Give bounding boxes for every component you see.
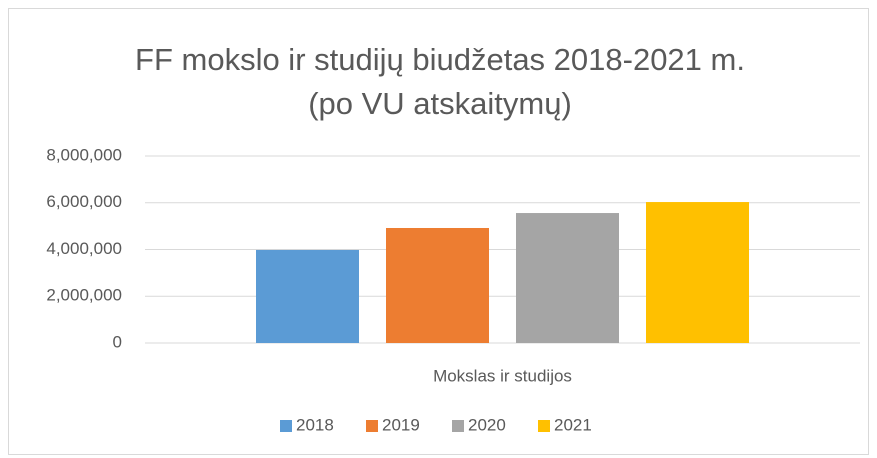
y-tick-label: 8,000,000: [46, 145, 122, 164]
legend-swatch: [538, 420, 550, 432]
legend-label: 2019: [382, 415, 420, 434]
legend-swatch: [366, 420, 378, 432]
legend-label: 2018: [296, 415, 334, 434]
chart-subtitle: (po VU atskaitymų): [308, 86, 572, 121]
bar: [386, 227, 489, 343]
bar: [516, 213, 619, 343]
x-tick-label: Mokslas ir studijos: [433, 366, 572, 385]
bar: [646, 202, 749, 343]
legend-label: 2021: [554, 415, 592, 434]
legend-swatch: [452, 420, 464, 432]
y-tick-label: 2,000,000: [46, 286, 122, 305]
legend-swatch: [280, 420, 292, 432]
y-tick-label: 6,000,000: [46, 192, 122, 211]
y-tick-label: 4,000,000: [46, 239, 122, 258]
chart-title: FF mokslo ir studijų biudžetas 2018-2021…: [135, 42, 745, 77]
bar: [256, 249, 359, 343]
legend-label: 2020: [468, 415, 506, 434]
y-tick-label: 0: [113, 332, 122, 351]
